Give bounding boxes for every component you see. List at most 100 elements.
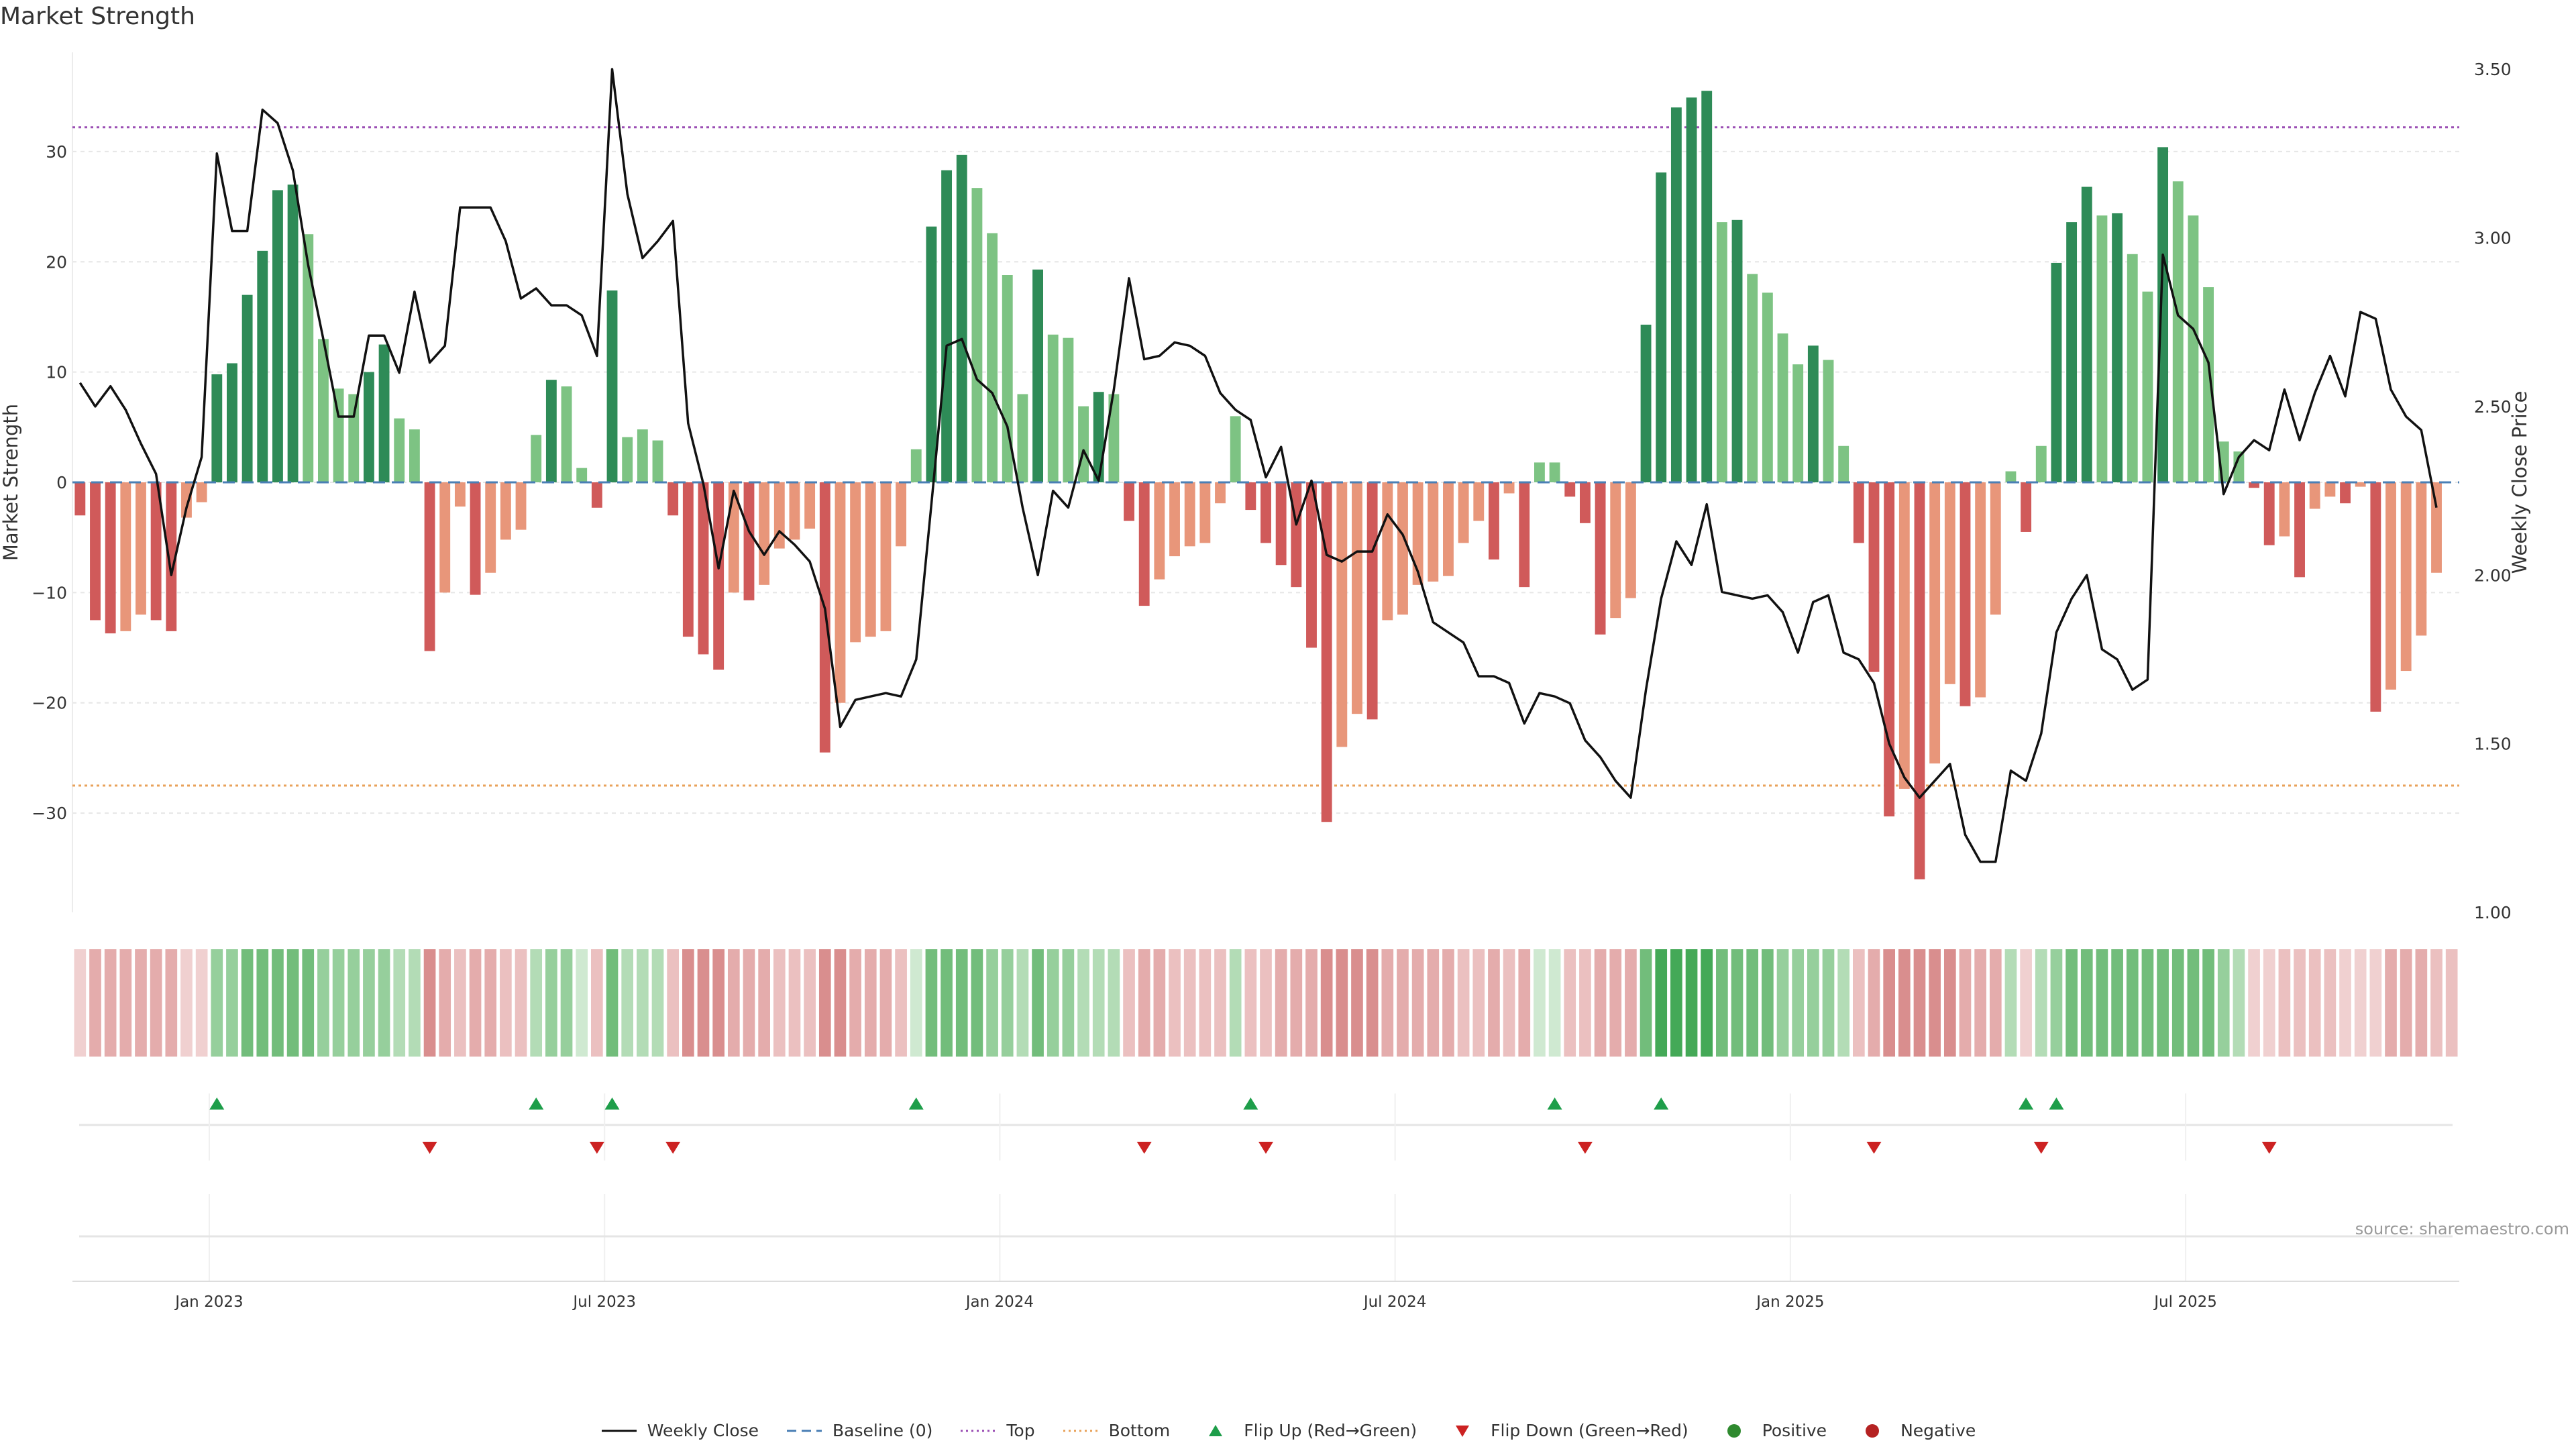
strength-band-cell: [530, 949, 543, 1057]
strength-band-cell: [2339, 949, 2351, 1057]
strength-band-cell: [712, 949, 724, 1057]
strength-bar: [1762, 292, 1773, 482]
strength-band-cell: [1868, 949, 1880, 1057]
strength-band-cell: [302, 949, 315, 1057]
strength-bar: [1032, 269, 1043, 482]
strength-band-cell: [1320, 949, 1333, 1057]
flip-up-marker: [529, 1097, 544, 1110]
strength-band-cell: [1016, 949, 1029, 1057]
strength-band-cell: [955, 949, 968, 1057]
strength-band-cell: [1989, 949, 2002, 1057]
legend-label: Negative: [1900, 1421, 1976, 1440]
strength-bar: [120, 482, 131, 631]
strength-band-cell: [910, 949, 922, 1057]
strength-bar: [211, 374, 223, 482]
x-tick-label: Jul 2023: [572, 1293, 636, 1311]
legend-item-bottom[interactable]: Bottom: [1062, 1421, 1170, 1440]
strength-bar: [850, 482, 861, 643]
y2-tick-label: 1.00: [2474, 903, 2512, 922]
source-note: source: sharemaestro.com: [2355, 1220, 2569, 1238]
strength-bar: [622, 437, 633, 482]
strength-band-cell: [2141, 949, 2154, 1057]
strength-band-cell: [2202, 949, 2214, 1057]
strength-bar: [652, 440, 663, 482]
strength-bar: [926, 226, 937, 482]
strength-band-cell: [864, 949, 877, 1057]
strength-bar: [241, 294, 253, 482]
strength-band-cell: [560, 949, 573, 1057]
strength-bar: [1579, 482, 1591, 523]
strength-band-cell: [1609, 949, 1622, 1057]
strength-band-cell: [2126, 949, 2139, 1057]
strength-bar: [2309, 482, 2320, 509]
strength-band-cell: [439, 949, 451, 1057]
strength-band-cell: [2415, 949, 2428, 1057]
legend-item-positive[interactable]: Positive: [1715, 1421, 1827, 1440]
strength-band-cell: [545, 949, 557, 1057]
legend-label: Top: [1006, 1421, 1035, 1440]
strength-bar: [227, 363, 237, 482]
strength-band-cell: [1092, 949, 1105, 1057]
strength-band-cell: [818, 949, 831, 1057]
flip-markers-panel: Jan 2023 Jul 2023 Jan 2024 Jul 2024 Jan 2025…: [72, 1093, 2459, 1311]
strength-bar: [941, 170, 953, 482]
x-tick-label: Jul 2025: [2153, 1293, 2217, 1311]
strength-bar: [1093, 392, 1104, 482]
line-swatch-icon: [601, 1430, 637, 1432]
strength-band-cell: [1762, 949, 1774, 1057]
flip-up-marker: [1547, 1097, 1562, 1110]
strength-bar: [2233, 451, 2245, 482]
legend-label: Baseline (0): [833, 1421, 933, 1440]
strength-bar: [303, 234, 314, 482]
strength-band-cell: [1548, 949, 1561, 1057]
strength-bar: [2279, 482, 2290, 537]
legend-item-flip-up[interactable]: Flip Up (Red→Green): [1197, 1421, 1417, 1440]
strength-bar: [1275, 482, 1287, 566]
flip-up-marker: [209, 1097, 225, 1110]
strength-band-cell: [1534, 949, 1546, 1057]
y-tick-label: 0: [56, 473, 67, 492]
strength-band-cell: [1244, 949, 1257, 1057]
y-tick-label: −30: [32, 804, 67, 823]
strength-bar: [896, 482, 907, 547]
strength-band-cell: [150, 949, 162, 1057]
dashed-line-swatch-icon: [787, 1430, 822, 1432]
strength-band-cell: [226, 949, 238, 1057]
strength-bar: [2249, 482, 2259, 488]
strength-band-cell: [317, 949, 329, 1057]
strength-band-cell: [2369, 949, 2382, 1057]
strength-bar: [424, 482, 435, 651]
strength-bar: [2172, 181, 2184, 482]
strength-band-cell: [1822, 949, 1835, 1057]
strength-bar: [485, 482, 496, 573]
legend-item-negative[interactable]: Negative: [1854, 1421, 1976, 1440]
strength-band-cell: [2400, 949, 2412, 1057]
legend-item-flip-down[interactable]: Flip Down (Green→Red): [1444, 1421, 1688, 1440]
strength-band-cell: [667, 949, 680, 1057]
strength-band-cell: [2035, 949, 2047, 1057]
legend-item-baseline[interactable]: Baseline (0): [786, 1421, 932, 1440]
strength-bar: [1366, 482, 1378, 720]
strength-band-cell: [2020, 949, 2032, 1057]
strength-band-cell: [393, 949, 406, 1057]
strength-bar: [2096, 215, 2108, 482]
legend-item-top[interactable]: Top: [959, 1421, 1035, 1440]
strength-band-cell: [1959, 949, 1972, 1057]
strength-band-cell: [1655, 949, 1668, 1057]
strength-bar: [1747, 274, 1758, 482]
strength-bar: [1990, 482, 2001, 615]
strength-band-cell: [591, 949, 603, 1057]
y2-tick-label: 1.50: [2474, 735, 2512, 754]
strength-band-cell: [925, 949, 938, 1057]
strength-bar: [2370, 482, 2381, 712]
strength-bar: [287, 184, 299, 482]
strength-bar: [74, 482, 86, 516]
strength-bar: [348, 394, 360, 482]
strength-bar: [1291, 482, 1302, 588]
strength-band-cell: [1397, 949, 1409, 1057]
legend-item-weekly-close[interactable]: Weekly Close: [600, 1421, 759, 1440]
strength-band-cell: [1457, 949, 1470, 1057]
strength-band-cell: [895, 949, 907, 1057]
strength-bar: [1960, 482, 1971, 706]
